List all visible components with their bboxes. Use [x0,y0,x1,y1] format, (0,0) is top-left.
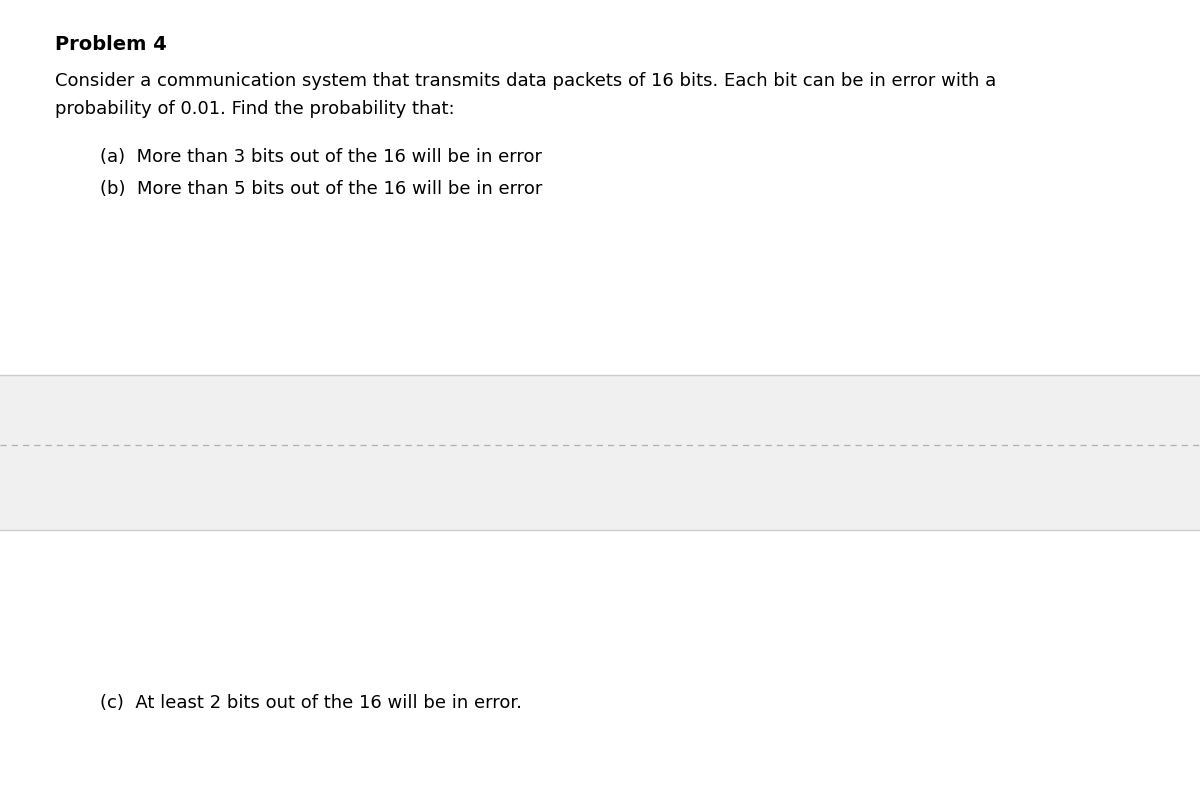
Text: (b)  More than 5 bits out of the 16 will be in error: (b) More than 5 bits out of the 16 will … [100,180,542,198]
Text: Problem 4: Problem 4 [55,35,167,54]
Text: probability of 0.01. Find the probability that:: probability of 0.01. Find the probabilit… [55,100,455,118]
Text: (c)  At least 2 bits out of the 16 will be in error.: (c) At least 2 bits out of the 16 will b… [100,694,522,712]
Text: (a)  More than 3 bits out of the 16 will be in error: (a) More than 3 bits out of the 16 will … [100,148,542,166]
Bar [0,375,1200,530]
Text: Consider a communication system that transmits data packets of 16 bits. Each bit: Consider a communication system that tra… [55,72,996,90]
